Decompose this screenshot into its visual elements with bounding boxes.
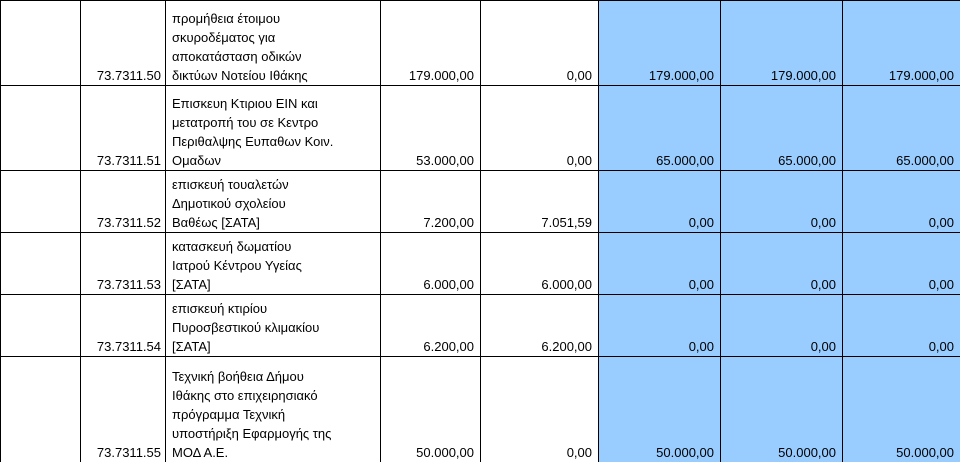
- amount-cell: 0,00: [842, 294, 960, 357]
- table-row: 73.7311.52 επισκευή τουαλετών Δημοτικού σχ…: [0, 170, 960, 233]
- description-line: Περιθαλψης Ευπαθων Κοιν.: [172, 134, 334, 149]
- amount-cell: 6.000,00: [480, 232, 599, 295]
- code-cell: 73.7311.54: [80, 294, 166, 357]
- description-cell: Τεχνική βοήθεια Δήμου Ιθάκης στο επιχειρη…: [165, 356, 381, 462]
- amount-cell: 0,00: [480, 356, 599, 462]
- description-line: Ιατρού Κέντρου Υγείας: [172, 258, 302, 273]
- amount-cell: 6.200,00: [480, 294, 599, 357]
- table-row: 73.7311.53 κατασκευή δωματίου Ιατρού Κέντρ…: [0, 232, 960, 295]
- description-line: αποκατάσταση οδικών: [172, 49, 302, 64]
- amount-cell: 179.000,00: [380, 0, 481, 86]
- description-line: Βαθέως [ΣΑΤΑ]: [172, 215, 260, 230]
- description-line: Δημοτικού σχολείου: [172, 196, 286, 211]
- amount-cell: 179.000,00: [720, 0, 843, 86]
- amount-cell: 179.000,00: [842, 0, 960, 86]
- description-line: πρόγραμμα Τεχνική: [172, 407, 286, 422]
- description-line: μετατροπή του σε Κεντρο: [172, 115, 319, 130]
- description-line: σκυροδέματος για: [172, 30, 276, 45]
- amount-cell: 50.000,00: [380, 356, 481, 462]
- description-line: επισκευή τουαλετών: [172, 177, 289, 192]
- code-cell: 73.7311.55: [80, 356, 166, 462]
- amount-cell: 6.200,00: [380, 294, 481, 357]
- description-line: κατασκευή δωματίου: [172, 239, 292, 254]
- description-line: επισκευή κτιρίου: [172, 301, 268, 316]
- amount-cell: 179.000,00: [598, 0, 721, 86]
- amount-cell: 53.000,00: [380, 85, 481, 171]
- empty-cell: [0, 0, 81, 86]
- description-line: [ΣΑΤΑ]: [172, 339, 211, 354]
- table-row: 73.7311.55 Τεχνική βοήθεια Δήμου Ιθάκης στ…: [0, 356, 960, 462]
- code-cell: 73.7311.50: [80, 0, 166, 86]
- amount-cell: 7.200,00: [380, 170, 481, 233]
- code-cell: 73.7311.53: [80, 232, 166, 295]
- description-line: [ΣΑΤΑ]: [172, 277, 211, 292]
- description-line: Ομαδων: [172, 153, 222, 168]
- table-row: 73.7311.51 Επισκευη Κτιριου ΕΙΝ και μετατρ…: [0, 85, 960, 171]
- empty-cell: [0, 85, 81, 171]
- table-row: 73.7311.50 προμήθεια έτοιμου σκυροδέματος …: [0, 0, 960, 86]
- amount-cell: 50.000,00: [842, 356, 960, 462]
- amount-cell: 0,00: [598, 170, 721, 233]
- amount-cell: 0,00: [480, 85, 599, 171]
- amount-cell: 65.000,00: [720, 85, 843, 171]
- description-cell: Επισκευη Κτιριου ΕΙΝ και μετατροπή του σε…: [165, 85, 381, 171]
- description-cell: επισκευή κτιρίου Πυροσβεστικού κλιμακίου […: [165, 294, 381, 357]
- description-line: ΜΟΔ Α.Ε.: [172, 445, 229, 460]
- amount-cell: 0,00: [480, 0, 599, 86]
- description-cell: κατασκευή δωματίου Ιατρού Κέντρου Υγείας […: [165, 232, 381, 295]
- amount-cell: 65.000,00: [842, 85, 960, 171]
- amount-cell: 0,00: [842, 232, 960, 295]
- description-cell: προμήθεια έτοιμου σκυροδέματος για αποκατά…: [165, 0, 381, 86]
- amount-cell: 7.051,59: [480, 170, 599, 233]
- amount-cell: 0,00: [842, 170, 960, 233]
- amount-cell: 0,00: [720, 294, 843, 357]
- amount-cell: 0,00: [598, 294, 721, 357]
- description-line: προμήθεια έτοιμου: [172, 11, 281, 26]
- code-cell: 73.7311.52: [80, 170, 166, 233]
- amount-cell: 0,00: [598, 232, 721, 295]
- description-line: Ιθάκης στο επιχειρησιακό: [172, 388, 318, 403]
- description-line: υποστήριξη Εφαρμογής της: [172, 426, 332, 441]
- description-line: Επισκευη Κτιριου ΕΙΝ και: [172, 96, 318, 111]
- description-line: Τεχνική βοήθεια Δήμου: [172, 369, 304, 384]
- description-line: Πυροσβεστικού κλιμακίου: [172, 320, 320, 335]
- empty-cell: [0, 356, 81, 462]
- description-line: δικτύων Νοτείου Ιθάκης: [172, 68, 308, 83]
- amount-cell: 65.000,00: [598, 85, 721, 171]
- amount-cell: 0,00: [720, 232, 843, 295]
- amount-cell: 50.000,00: [720, 356, 843, 462]
- empty-cell: [0, 294, 81, 357]
- amount-cell: 0,00: [720, 170, 843, 233]
- empty-cell: [0, 232, 81, 295]
- description-cell: επισκευή τουαλετών Δημοτικού σχολείου Βαθέ…: [165, 170, 381, 233]
- amount-cell: 50.000,00: [598, 356, 721, 462]
- empty-cell: [0, 170, 81, 233]
- amount-cell: 6.000,00: [380, 232, 481, 295]
- table-row: 73.7311.54 επισκευή κτιρίου Πυροσβεστικού …: [0, 294, 960, 357]
- code-cell: 73.7311.51: [80, 85, 166, 171]
